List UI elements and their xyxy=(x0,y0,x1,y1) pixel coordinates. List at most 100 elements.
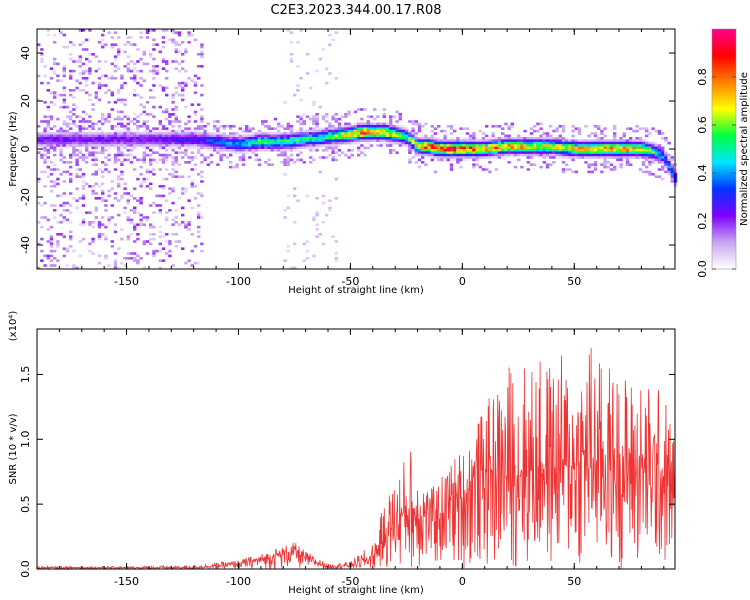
heatmap-cell xyxy=(302,129,306,133)
heatmap-cell xyxy=(501,132,505,135)
heatmap-cell xyxy=(81,48,86,51)
heatmap-cell xyxy=(321,48,326,51)
heatmap-cell xyxy=(81,110,86,114)
heatmap-cell xyxy=(120,161,124,164)
heatmap-cell xyxy=(107,31,111,34)
heatmap-cell xyxy=(254,137,258,140)
heatmap-cell xyxy=(609,146,614,150)
heatmap-cell xyxy=(533,163,537,166)
heatmap-cell xyxy=(501,137,505,140)
heatmap-cell xyxy=(75,139,79,142)
heatmap-cell xyxy=(485,144,489,147)
heatmap-cell xyxy=(574,127,578,130)
heatmap-cell xyxy=(328,206,332,210)
heatmap-cell xyxy=(187,77,191,80)
heatmap-cell xyxy=(40,53,44,56)
heatmap-cell xyxy=(200,55,204,58)
heatmap-cell xyxy=(219,137,223,140)
heatmap-cell xyxy=(78,175,82,178)
heatmap-cell xyxy=(664,170,668,174)
heatmap-cell xyxy=(629,151,633,154)
heatmap-cell xyxy=(197,134,201,138)
heatmap-cell xyxy=(254,153,258,157)
heatmap-cell xyxy=(267,134,271,138)
heatmap-cell xyxy=(193,156,198,159)
heatmap-cell xyxy=(273,137,278,140)
heatmap-cell xyxy=(446,153,450,157)
heatmap-cell xyxy=(213,134,217,138)
heatmap-cell xyxy=(440,144,444,147)
heatmap-cell xyxy=(229,149,233,152)
heatmap-cell xyxy=(373,132,377,135)
heatmap-cell xyxy=(337,132,342,135)
y-tick-label: -20 xyxy=(19,188,32,206)
heatmap-cell xyxy=(235,132,239,135)
heatmap-cell xyxy=(81,223,86,226)
heatmap-cell xyxy=(59,149,63,152)
heatmap-cell xyxy=(334,139,338,142)
heatmap-cell xyxy=(136,120,140,123)
colorbar-gradient xyxy=(712,29,736,269)
heatmap-cell xyxy=(97,197,102,200)
heatmap-cell xyxy=(78,43,82,46)
heatmap-cell xyxy=(603,141,607,145)
heatmap-cell xyxy=(56,117,60,121)
heatmap-cell xyxy=(600,129,604,133)
heatmap-cell xyxy=(309,161,313,164)
heatmap-cell xyxy=(379,144,383,147)
heatmap-cell xyxy=(664,158,668,162)
heatmap-cell xyxy=(443,156,447,159)
heatmap-cell xyxy=(584,151,588,154)
heatmap-cell xyxy=(216,146,220,150)
heatmap-cell xyxy=(667,168,671,171)
heatmap-cell xyxy=(203,125,207,128)
heatmap-cell xyxy=(113,192,118,195)
heatmap-cell xyxy=(571,141,575,145)
heatmap-cell xyxy=(225,125,230,128)
heatmap-cell xyxy=(401,125,406,128)
heatmap-cell xyxy=(545,132,550,135)
heatmap-cell xyxy=(593,139,598,142)
heatmap-cell xyxy=(152,144,156,147)
heatmap-cell xyxy=(632,129,636,133)
heatmap-cell xyxy=(145,141,150,145)
heatmap-cell xyxy=(280,137,284,140)
heatmap-cell xyxy=(149,170,153,174)
heatmap-cell xyxy=(65,137,70,140)
heatmap-cell xyxy=(49,254,54,258)
heatmap-cell xyxy=(536,122,540,126)
heatmap-cell xyxy=(654,146,658,150)
heatmap-cell xyxy=(331,117,335,121)
heatmap-cell xyxy=(171,108,175,111)
heatmap-cell xyxy=(641,141,646,145)
heatmap-cell xyxy=(296,115,300,118)
heatmap-cell xyxy=(446,141,450,145)
heatmap-cell xyxy=(491,151,495,154)
heatmap-cell xyxy=(645,158,649,162)
heatmap-cell xyxy=(149,225,153,229)
heatmap-cell xyxy=(542,144,546,147)
heatmap-cell xyxy=(152,252,156,255)
heatmap-cell xyxy=(440,151,444,154)
heatmap-cell xyxy=(65,170,70,174)
heatmap-cell xyxy=(315,129,319,133)
heatmap-cell xyxy=(485,168,489,171)
heatmap-cell xyxy=(571,144,575,147)
heatmap-cell xyxy=(456,144,460,147)
heatmap-cell xyxy=(350,153,354,157)
heatmap-cell xyxy=(328,153,332,157)
heatmap-cell xyxy=(408,139,412,142)
heatmap-cell xyxy=(117,89,121,92)
bottom-y-ticks: 0.00.51.01.5 xyxy=(19,366,675,578)
heatmap-cell xyxy=(411,137,415,140)
heatmap-cell xyxy=(337,137,342,140)
heatmap-cell xyxy=(603,151,607,154)
heatmap-cell xyxy=(392,129,396,133)
heatmap-cell xyxy=(113,158,118,162)
heatmap-cell xyxy=(299,77,303,80)
heatmap-cell xyxy=(222,139,226,142)
heatmap-cell xyxy=(539,165,543,169)
heatmap-cell xyxy=(421,149,425,152)
heatmap-cell xyxy=(561,139,566,142)
heatmap-cell xyxy=(117,129,121,133)
